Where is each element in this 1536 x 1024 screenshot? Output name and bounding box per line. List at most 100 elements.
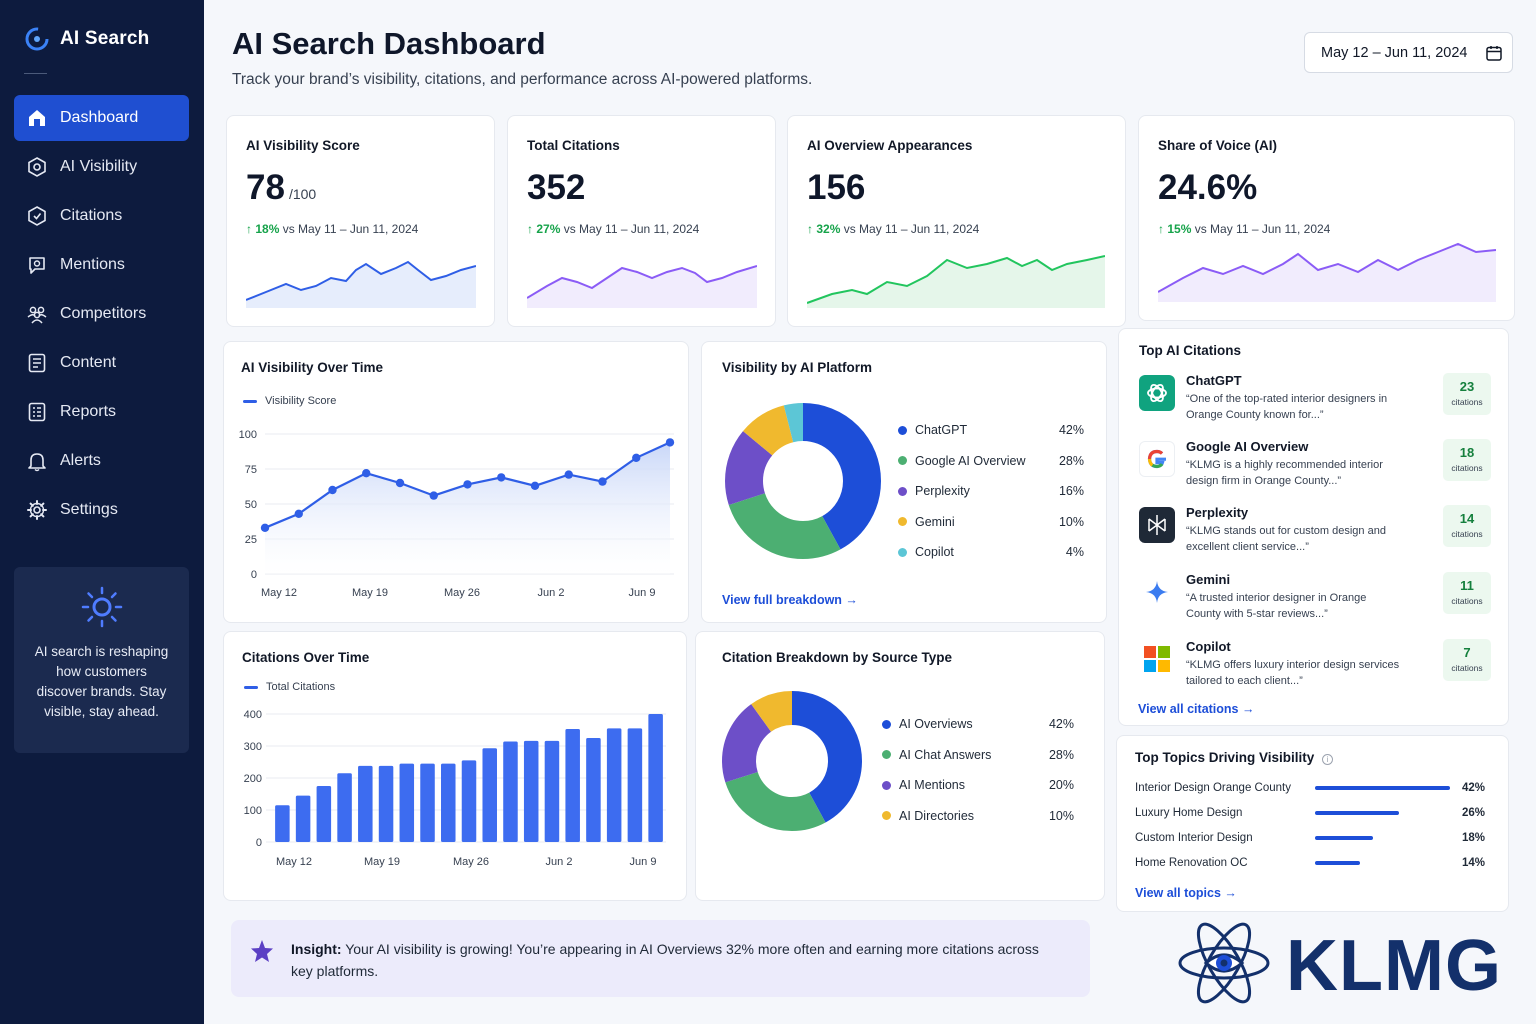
- citation-quote: “One of the top-rated interior designers…: [1186, 393, 1388, 421]
- citation-item[interactable]: Google AI Overview “KLMG is a highly rec…: [1139, 439, 1491, 501]
- gemini-logo-icon: [1139, 574, 1175, 610]
- x-tick-label: May 19: [352, 587, 388, 599]
- copilot-logo-icon: [1139, 641, 1175, 677]
- legend-swatch: [243, 399, 257, 403]
- bar: [441, 763, 456, 842]
- x-tick-label: May 12: [276, 856, 312, 868]
- citation-source: ChatGPT: [1186, 373, 1242, 388]
- chart-legend: Visibility Score: [243, 395, 336, 407]
- citation-source: Google AI Overview: [1186, 439, 1309, 454]
- bar: [275, 805, 290, 842]
- ai-search-logo-icon: [25, 27, 49, 51]
- topic-progress-bar: [1315, 861, 1450, 865]
- sparkline: [527, 265, 757, 308]
- kpi-card-share-of-voice[interactable]: Share of Voice (AI) 24.6% ↑ 15% vs May 1…: [1138, 115, 1515, 321]
- brand[interactable]: AI Search: [24, 26, 149, 52]
- bar: [378, 765, 394, 842]
- data-point: [362, 469, 371, 478]
- citation-count-badge: 14 citations: [1443, 505, 1491, 547]
- sidebar-item-alerts[interactable]: Alerts: [14, 438, 189, 484]
- x-tick-label: Jun 2: [546, 856, 573, 868]
- platform-donut: [725, 403, 881, 559]
- donut-slice: [722, 691, 862, 831]
- citation-item[interactable]: Gemini “A trusted interior designer in O…: [1139, 572, 1491, 634]
- sidebar-item-label: Citations: [60, 207, 123, 224]
- date-range-picker[interactable]: May 12 – Jun 11, 2024: [1304, 32, 1513, 73]
- sidebar-item-reports[interactable]: Reports: [14, 389, 189, 435]
- section-title: Top Topics Driving Visibility i: [1135, 750, 1334, 765]
- content-icon: [28, 353, 46, 373]
- app-title: AI Search: [60, 28, 150, 49]
- topic-progress-bar: [1315, 836, 1450, 840]
- data-point: [463, 480, 472, 489]
- chart-title: Citations Over Time: [242, 650, 370, 665]
- donut-slice: [722, 691, 862, 831]
- view-full-breakdown-link[interactable]: View full breakdown →: [722, 593, 858, 607]
- bar: [544, 740, 560, 842]
- data-point: [632, 453, 641, 462]
- sidebar: AI Search Dashboard AI Visibility Citati…: [0, 0, 204, 1024]
- topic-row[interactable]: Home Renovation OC 14%: [1135, 857, 1485, 869]
- atom-eye-logo-icon: [1178, 922, 1270, 1004]
- source-legend: AI Overviews 42% AI Chat Answers 28% AI Me…: [882, 709, 1074, 831]
- kpi-value: 78/100: [246, 168, 317, 207]
- y-tick-label: 300: [244, 741, 262, 753]
- sidebar-item-competitors[interactable]: Competitors: [14, 291, 189, 337]
- topic-row[interactable]: Interior Design Orange County 42%: [1135, 782, 1485, 794]
- data-point: [665, 438, 675, 447]
- y-tick-label: 100: [244, 805, 262, 817]
- citation-item[interactable]: Copilot “KLMG offers luxury interior des…: [1139, 639, 1491, 701]
- citation-item[interactable]: Perplexity “KLMG stands out for custom d…: [1139, 505, 1491, 567]
- topic-row[interactable]: Custom Interior Design 18%: [1135, 832, 1485, 844]
- insight-banner: Insight: Your AI visibility is growing! …: [231, 920, 1090, 997]
- visibility-icon: [28, 157, 46, 177]
- kpi-delta: ↑ 15% vs May 11 – Jun 11, 2024: [1158, 222, 1331, 236]
- citation-count-badge: 7 citations: [1443, 639, 1491, 681]
- star-icon: [251, 940, 273, 962]
- sidebar-item-settings[interactable]: Settings: [14, 487, 189, 533]
- bar: [523, 740, 539, 842]
- klmg-logo: KLMG: [1176, 915, 1506, 1013]
- klmg-logo-text: KLMG: [1286, 926, 1502, 1006]
- kpi-title: AI Overview Appearances: [807, 138, 973, 153]
- bar: [337, 773, 352, 842]
- sparkline: [246, 260, 476, 308]
- gear-icon: [27, 500, 47, 520]
- sidebar-item-citations[interactable]: Citations: [14, 193, 189, 239]
- view-all-citations-link[interactable]: View all citations →: [1138, 702, 1255, 716]
- bar: [295, 795, 311, 842]
- x-tick-label: May 12: [261, 587, 297, 599]
- citation-item[interactable]: ChatGPT “One of the top-rated interior d…: [1139, 373, 1491, 435]
- legend-item: Perplexity 16%: [898, 476, 1084, 507]
- citation-count-badge: 11 citations: [1443, 572, 1491, 614]
- legend-swatch: [244, 685, 258, 689]
- data-point: [429, 491, 438, 500]
- kpi-card-visibility-score[interactable]: AI Visibility Score 78/100 ↑ 18% vs May …: [226, 115, 495, 327]
- view-all-topics-link[interactable]: View all topics →: [1135, 886, 1237, 900]
- citation-quote: “KLMG is a highly recommended interior d…: [1186, 459, 1383, 487]
- sidebar-item-mentions[interactable]: Mentions: [14, 242, 189, 288]
- y-tick-label: 50: [245, 499, 257, 511]
- sidebar-item-content[interactable]: Content: [14, 340, 189, 386]
- date-range-label: May 12 – Jun 11, 2024: [1321, 44, 1468, 61]
- kpi-card-total-citations[interactable]: Total Citations 352 ↑ 27% vs May 11 – Ju…: [507, 115, 776, 327]
- citation-source: Perplexity: [1186, 505, 1249, 520]
- topic-row[interactable]: Luxury Home Design 26%: [1135, 807, 1485, 819]
- bar: [461, 760, 477, 842]
- platform-visibility-card: Visibility by AI Platform ChatGPT 42% Goo…: [701, 341, 1107, 623]
- arrow-up-icon: ↑: [807, 222, 813, 236]
- promo-card: AI search is reshaping how customers dis…: [14, 567, 189, 753]
- sidebar-item-ai-visibility[interactable]: AI Visibility: [14, 144, 189, 190]
- kpi-card-ai-overview[interactable]: AI Overview Appearances 156 ↑ 32% vs May…: [787, 115, 1126, 327]
- sidebar-item-label: Mentions: [60, 256, 125, 273]
- citations-over-time-card: Citations Over Time Total Citations 400 3…: [223, 631, 687, 901]
- kpi-title: AI Visibility Score: [246, 138, 360, 153]
- kpi-delta: ↑ 27% vs May 11 – Jun 11, 2024: [527, 222, 700, 236]
- bar: [503, 741, 518, 842]
- sidebar-item-dashboard[interactable]: Dashboard: [14, 95, 189, 141]
- data-point: [530, 481, 540, 490]
- x-tick-label: May 26: [453, 856, 489, 868]
- y-tick-label: 25: [245, 534, 257, 546]
- data-point: [294, 509, 303, 518]
- citation-source: Copilot: [1186, 639, 1231, 654]
